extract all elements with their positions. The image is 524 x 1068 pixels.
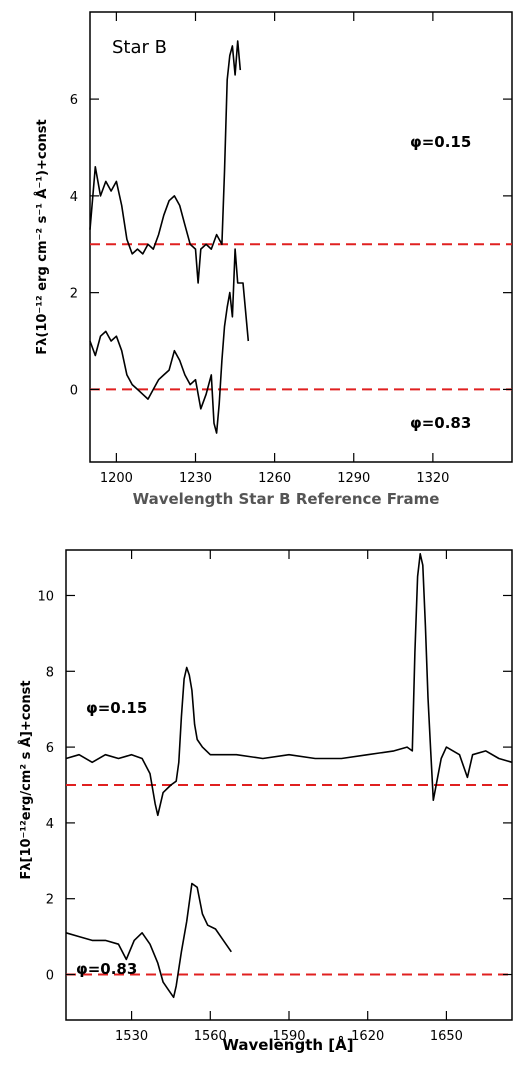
x-axis-title: Wavelength [Å] [222,1035,353,1054]
x-tick-label: 1200 [100,471,133,486]
phase-label-upper: φ=0.15 [86,699,147,717]
y-tick-label: 10 [37,589,54,604]
bottom-spectrum-panel: 1530 1560 1590 1620 1650 0 2 4 6 8 10 φ=0.15 φ=0.… [18,549,513,1054]
spectrum-line [89,40,242,284]
reference-lines [90,243,512,391]
y-axis-title: Fλ[10⁻¹²erg/cm² s Å]+const [18,680,34,879]
spectrum-line [65,552,513,817]
y-tick-label: 4 [46,817,54,832]
x-axis-title: Wavelength Star B Reference Frame [133,490,440,508]
phase-label-upper: φ=0.15 [410,133,471,151]
x-tick-label: 1560 [194,1029,227,1044]
x-ticks: 1530 1560 1590 1620 1650 [115,550,463,1044]
x-tick-label: 1230 [179,471,212,486]
y-tick-label: 2 [46,893,54,908]
x-tick-label: 1650 [430,1029,463,1044]
y-ticks: 0 2 4 6 8 10 [37,589,512,984]
series-group [65,552,513,999]
spectrum-line [65,882,232,999]
y-tick-label: 0 [46,969,54,984]
y-tick-label: 6 [46,741,54,756]
y-tick-label: 6 [70,93,78,108]
y-tick-label: 0 [70,383,78,398]
y-tick-label: 8 [46,665,54,680]
plot-frame [89,11,513,463]
x-ticks: 1200 1230 1260 1290 1320 [100,12,449,486]
spectrum-line [89,248,250,434]
y-ticks: 0 2 4 6 [70,93,512,398]
x-tick-label: 1320 [416,471,449,486]
y-axis-title: Fλ(10⁻¹² erg cm⁻² s⁻¹ Å⁻¹)+const [34,119,50,354]
x-tick-label: 1260 [258,471,291,486]
x-tick-label: 1290 [337,471,370,486]
y-tick-label: 4 [70,190,78,205]
reference-lines [66,784,512,976]
phase-label-lower: φ=0.83 [76,960,137,978]
y-tick-label: 2 [70,287,78,302]
x-tick-label: 1530 [115,1029,148,1044]
phase-label-lower: φ=0.83 [410,414,471,432]
x-tick-label: 1620 [351,1029,384,1044]
series-group [89,40,250,434]
x-tick-label: 1590 [272,1029,305,1044]
panel-title: Star B [112,37,167,58]
